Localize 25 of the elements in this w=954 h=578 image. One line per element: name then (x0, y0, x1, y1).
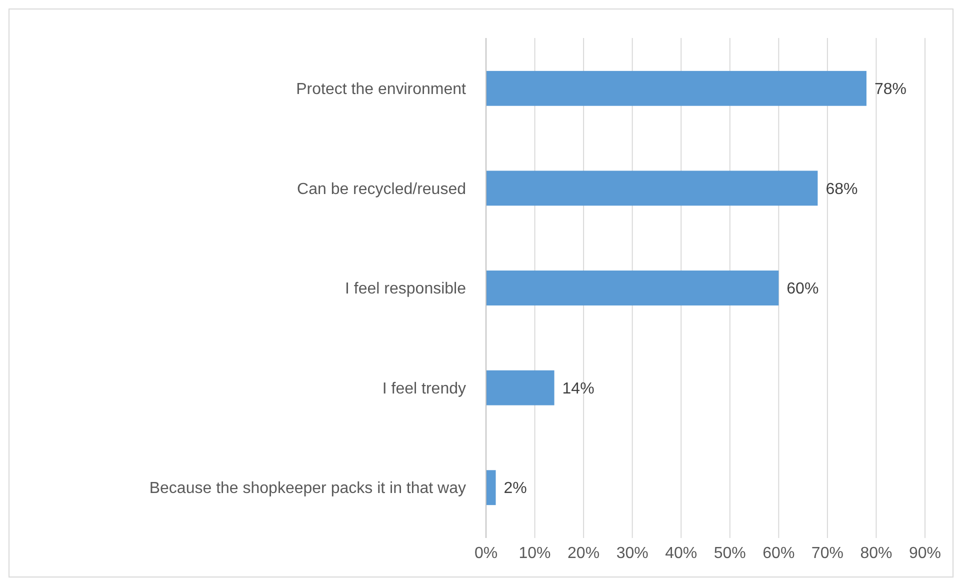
y-tick-label: I feel trendy (382, 380, 466, 398)
bar (486, 70, 866, 106)
x-tick-label: 0% (474, 545, 498, 562)
bar (486, 470, 496, 506)
data-label: 78% (874, 81, 906, 98)
bar (486, 270, 779, 306)
x-tick-label: 10% (518, 545, 551, 562)
y-tick-label: Protect the environment (296, 81, 467, 98)
data-label: 14% (562, 380, 594, 398)
x-tick-label: 80% (860, 545, 892, 562)
bar (486, 170, 818, 206)
x-tick-label: 40% (665, 545, 698, 562)
x-tick-label: 50% (714, 545, 746, 562)
bar (486, 370, 554, 406)
y-tick-label: Can be recycled/reused (297, 180, 466, 198)
y-tick-label: Because the shopkeeper packs it in that way (149, 480, 466, 498)
x-tick-label: 60% (762, 545, 795, 562)
x-tick-label: 70% (811, 545, 844, 562)
y-tick-label: I feel responsible (345, 280, 466, 298)
x-tick-label: 20% (568, 545, 600, 562)
data-label: 2% (504, 480, 527, 498)
data-label: 60% (786, 280, 819, 298)
data-label: 68% (826, 180, 858, 198)
x-tick-label: 30% (616, 545, 648, 562)
x-tick-label: 90% (908, 545, 942, 562)
